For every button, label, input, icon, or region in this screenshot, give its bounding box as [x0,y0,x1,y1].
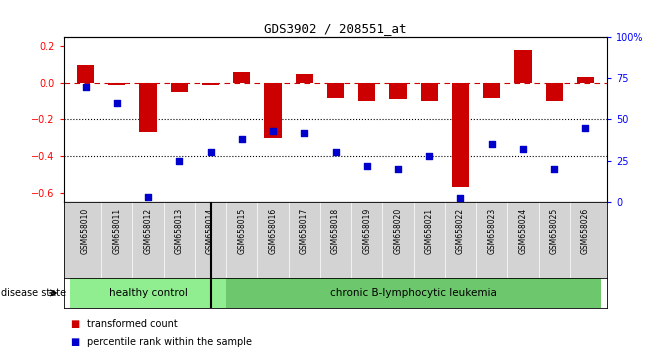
Text: percentile rank within the sample: percentile rank within the sample [87,337,252,347]
Bar [546,83,563,101]
Text: GSM658016: GSM658016 [268,208,278,254]
Bar [358,83,375,101]
Bar [170,83,188,92]
Text: healthy control: healthy control [109,288,187,298]
Text: chronic B-lymphocytic leukemia: chronic B-lymphocytic leukemia [330,288,497,298]
Text: ■: ■ [70,337,80,347]
Bar [226,278,601,308]
Point [362,163,372,169]
Bar [483,83,501,97]
Bar [70,278,226,308]
Bar [515,50,531,83]
Text: GSM658019: GSM658019 [362,208,371,254]
Point [393,166,403,172]
Text: transformed count: transformed count [87,319,178,329]
Point [268,128,278,134]
Point [580,125,590,131]
Bar [234,72,250,83]
Text: GSM658023: GSM658023 [487,208,496,254]
Bar [77,64,94,83]
Text: GSM658021: GSM658021 [425,208,433,254]
Bar [108,83,125,85]
Bar [421,83,437,101]
Bar [327,83,344,97]
Title: GDS3902 / 208551_at: GDS3902 / 208551_at [264,22,407,35]
Text: disease state: disease state [1,288,66,298]
Text: GSM658015: GSM658015 [238,208,246,254]
Text: GSM658017: GSM658017 [300,208,309,254]
Bar [296,74,313,83]
Point [486,141,497,147]
Text: GSM658018: GSM658018 [331,208,340,254]
Text: GSM658012: GSM658012 [144,208,152,254]
Text: GSM658025: GSM658025 [550,208,559,254]
Bar [389,83,407,99]
Bar [577,78,594,83]
Point [517,146,528,152]
Point [111,100,122,106]
Text: GSM658024: GSM658024 [519,208,527,254]
Bar [452,83,469,187]
Point [455,196,466,201]
Point [299,130,309,136]
Text: GSM658026: GSM658026 [581,208,590,254]
Point [81,84,91,89]
Text: GSM658014: GSM658014 [206,208,215,254]
Point [174,158,185,164]
Point [549,166,560,172]
Bar [202,83,219,85]
Point [424,153,435,159]
Text: GSM658010: GSM658010 [81,208,90,254]
Text: ■: ■ [70,319,80,329]
Bar [140,83,156,132]
Bar [264,83,282,138]
Point [205,149,216,155]
Text: GSM658013: GSM658013 [175,208,184,254]
Point [236,136,247,142]
Text: GSM658020: GSM658020 [393,208,403,254]
Point [143,194,154,200]
Text: GSM658022: GSM658022 [456,208,465,254]
Text: GSM658011: GSM658011 [112,208,121,254]
Point [330,149,341,155]
